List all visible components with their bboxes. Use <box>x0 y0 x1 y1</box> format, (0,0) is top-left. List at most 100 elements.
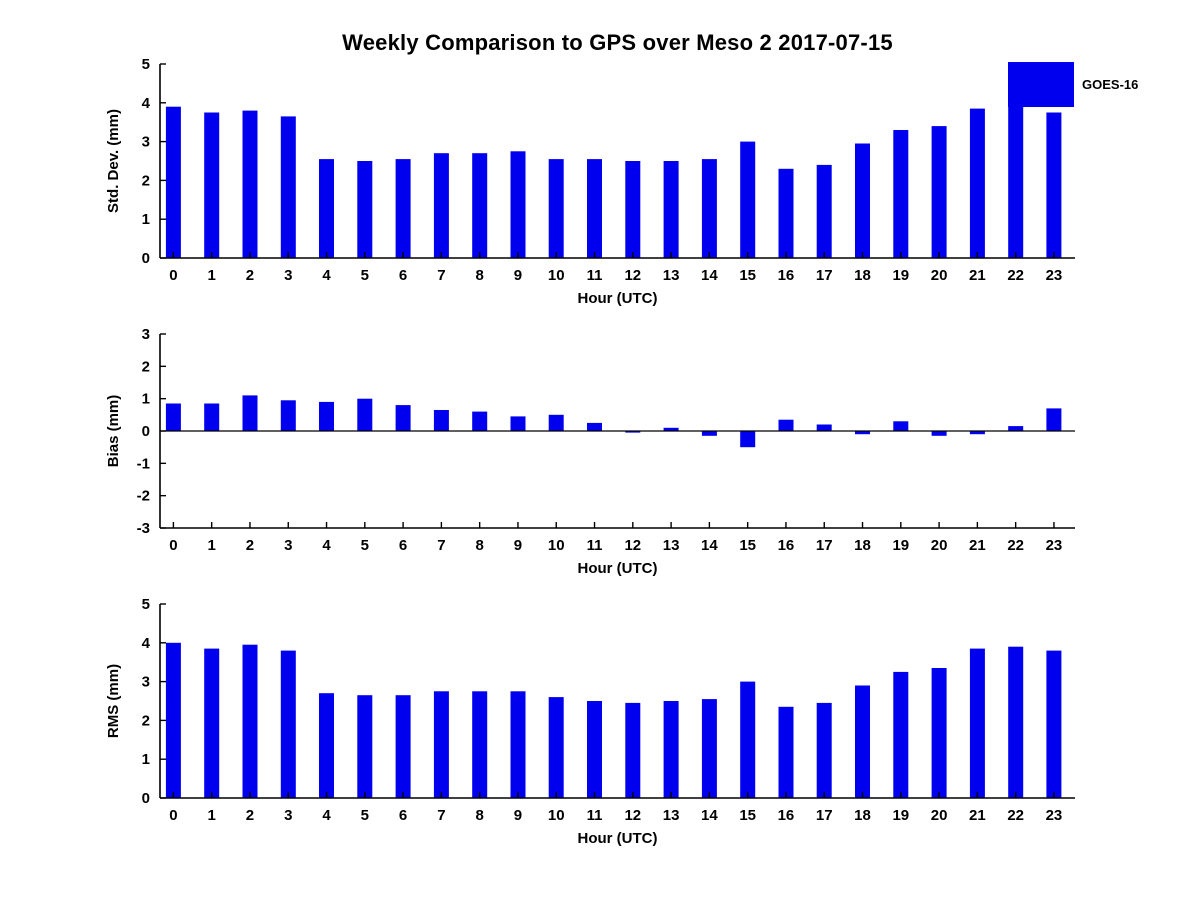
x-tick-label: 19 <box>892 267 909 284</box>
bar-hour-13 <box>663 161 679 258</box>
x-tick-label: 17 <box>816 537 833 554</box>
rms-chart: 0 1 2 3 4 5 0 1 2 3 4 5 6 7 8 9 10 11 12 13 14 15 16 17 18 19 20 21… <box>0 598 1200 850</box>
x-tick-label: 11 <box>587 267 603 284</box>
x-tick-label: 19 <box>892 537 909 554</box>
x-tick-label: 5 <box>361 807 369 824</box>
bar-hour-20 <box>931 668 947 798</box>
x-tick-label: 1 <box>208 267 216 284</box>
bar-hour-10 <box>548 414 564 431</box>
bar-hour-13 <box>663 701 679 798</box>
bar-hour-9 <box>510 691 526 798</box>
x-tick-label: 11 <box>587 807 603 824</box>
y-tick-label: -1 <box>137 455 150 472</box>
bar-hour-19 <box>893 130 909 258</box>
x-axis-label: Hour (UTC) <box>578 560 658 577</box>
bar-hour-16 <box>778 419 794 431</box>
x-tick-label: 10 <box>548 267 565 284</box>
x-tick-label: 4 <box>322 267 331 284</box>
stddev-chart: 0 1 2 3 4 5 0 1 2 3 4 5 6 7 8 9 10 11 12 13 14 15 16 17 18 19 20 21… <box>0 58 1200 310</box>
x-tick-label: 7 <box>437 267 445 284</box>
bar-hour-17 <box>816 702 832 798</box>
y-tick-label: 3 <box>142 674 150 691</box>
x-tick-label: 13 <box>663 807 680 824</box>
bar-hour-12 <box>625 161 641 258</box>
bar-hour-21 <box>969 648 985 798</box>
bar-hour-11 <box>587 701 602 798</box>
x-tick-label: 12 <box>624 537 641 554</box>
bar-hour-4 <box>319 401 334 431</box>
y-axis-label: Bias (mm) <box>105 395 122 468</box>
x-tick-label: 6 <box>399 807 407 824</box>
bar-hour-5 <box>357 161 373 258</box>
bar-hour-1 <box>204 112 220 258</box>
x-tick-label: 5 <box>361 267 369 284</box>
x-tick-label: 14 <box>701 267 718 284</box>
x-tick-label: 12 <box>624 807 641 824</box>
bar-hour-18 <box>855 685 870 798</box>
x-tick-label: 21 <box>969 807 986 824</box>
x-tick-label: 13 <box>663 267 680 284</box>
x-tick-label: 18 <box>854 807 871 824</box>
bar-hour-10 <box>548 159 564 258</box>
bar-hour-16 <box>778 168 794 258</box>
bar-hour-0 <box>165 642 181 798</box>
y-tick-label: 1 <box>142 391 150 408</box>
x-tick-label: 7 <box>437 807 445 824</box>
x-tick-label: 15 <box>739 537 756 554</box>
x-tick-label: 16 <box>778 537 795 554</box>
bar-hour-14 <box>701 159 717 258</box>
x-tick-label: 22 <box>1007 537 1024 554</box>
bar-hour-21 <box>969 108 985 258</box>
bar-hour-9 <box>510 416 526 431</box>
bar-hour-5 <box>357 695 373 798</box>
y-tick-label: 2 <box>142 358 150 375</box>
bar-hour-14 <box>701 431 717 436</box>
x-tick-label: 20 <box>931 807 948 824</box>
x-tick-label: 6 <box>399 537 407 554</box>
bar-hour-2 <box>242 110 258 258</box>
bar-hour-0 <box>165 403 181 431</box>
bar-hour-20 <box>931 431 947 436</box>
x-tick-label: 12 <box>624 267 641 284</box>
x-tick-label: 16 <box>778 807 795 824</box>
bar-hour-22 <box>1008 426 1024 431</box>
bar-hour-1 <box>204 648 220 798</box>
x-tick-label: 22 <box>1007 807 1024 824</box>
y-tick-label: -2 <box>137 488 150 505</box>
x-tick-label: 13 <box>663 537 680 554</box>
bar-hour-7 <box>433 410 449 431</box>
y-tick-label: 2 <box>142 172 150 189</box>
x-tick-label: 1 <box>208 807 216 824</box>
bar-hour-1 <box>204 403 220 431</box>
bar-hour-15 <box>740 431 756 448</box>
bar-hour-14 <box>701 699 717 798</box>
x-tick-label: 22 <box>1007 267 1024 284</box>
bar-hour-5 <box>357 398 373 431</box>
y-tick-label: 0 <box>142 423 150 440</box>
x-tick-label: 9 <box>514 267 522 284</box>
x-tick-label: 9 <box>514 537 522 554</box>
x-tick-label: 0 <box>169 267 177 284</box>
x-tick-label: 2 <box>246 537 254 554</box>
x-tick-label: 18 <box>854 267 871 284</box>
bar-hour-23 <box>1046 650 1062 798</box>
y-tick-label: 3 <box>142 328 150 343</box>
bar-hour-4 <box>319 159 334 258</box>
x-tick-label: 15 <box>739 807 756 824</box>
x-tick-label: 19 <box>892 807 909 824</box>
y-tick-label: 4 <box>142 95 151 112</box>
bar-hour-18 <box>855 431 870 435</box>
bar-hour-8 <box>472 691 488 798</box>
legend-label: GOES-16 <box>1082 77 1139 92</box>
x-tick-label: 20 <box>931 537 948 554</box>
y-tick-label: 0 <box>142 250 150 267</box>
bar-hour-19 <box>893 671 909 798</box>
bar-hour-22 <box>1008 106 1024 258</box>
y-tick-label: -3 <box>137 520 150 537</box>
x-tick-label: 11 <box>587 537 603 554</box>
x-tick-label: 8 <box>476 267 484 284</box>
x-tick-label: 10 <box>548 537 565 554</box>
